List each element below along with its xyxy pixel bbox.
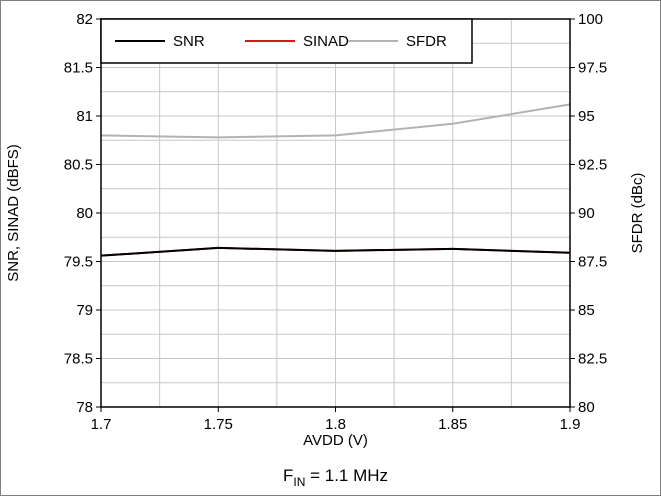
tick-label-right: 87.5 <box>578 254 607 271</box>
caption-suffix: = 1.1 MHz <box>305 466 388 485</box>
tick-label-right: 95 <box>578 108 595 125</box>
tick-label-right: 97.5 <box>578 60 607 77</box>
ticks-x: 1.7 1.75 1.8 1.85 1.9 <box>91 407 581 433</box>
ticks-left: 78 78.5 79 79.5 80 80.5 81 81.5 82 <box>64 11 101 416</box>
tick-label-x: 1.85 <box>438 416 467 433</box>
tick-label-x: 1.8 <box>325 416 346 433</box>
tick-label-left: 79 <box>76 302 93 319</box>
y-axis-right-label: SFDR (dBc) <box>629 173 646 254</box>
tick-label-right: 85 <box>578 302 595 319</box>
tick-label-left: 80 <box>76 205 93 222</box>
tick-label-right: 92.5 <box>578 157 607 174</box>
tick-label-left: 78 <box>76 399 93 416</box>
caption-subscript: IN <box>293 475 305 489</box>
tick-label-right: 100 <box>578 11 603 28</box>
caption: FIN = 1.1 MHz <box>283 466 388 489</box>
series-line-snr <box>100 246 571 257</box>
tick-label-left: 81 <box>76 108 93 125</box>
series-layer <box>100 103 571 257</box>
tick-label-right: 80 <box>578 399 595 416</box>
tick-label-x: 1.7 <box>91 416 112 433</box>
tick-label-left: 79.5 <box>64 254 93 271</box>
ticks-right: 80 82.5 85 87.5 90 92.5 95 97.5 100 <box>570 11 607 416</box>
tick-label-left: 78.5 <box>64 351 93 368</box>
caption-prefix: F <box>283 466 293 485</box>
series-line-sfdr <box>100 103 571 139</box>
x-axis-label: AVDD (V) <box>303 432 368 449</box>
y-axis-left-label: SNR, SINAD (dBFS) <box>5 144 22 282</box>
tick-label-left: 82 <box>76 11 93 28</box>
legend-label-sinad: SINAD <box>303 33 349 50</box>
tick-label-x: 1.75 <box>204 416 233 433</box>
tick-label-x: 1.9 <box>560 416 581 433</box>
grid-major <box>101 19 570 407</box>
tick-label-right: 82.5 <box>578 351 607 368</box>
legend-label-snr: SNR <box>173 33 205 50</box>
legend: SNR SINAD SFDR <box>100 18 473 64</box>
tick-label-right: 90 <box>578 205 595 222</box>
tick-label-left: 81.5 <box>64 60 93 77</box>
legend-label-sfdr: SFDR <box>406 33 447 50</box>
tick-label-left: 80.5 <box>64 157 93 174</box>
